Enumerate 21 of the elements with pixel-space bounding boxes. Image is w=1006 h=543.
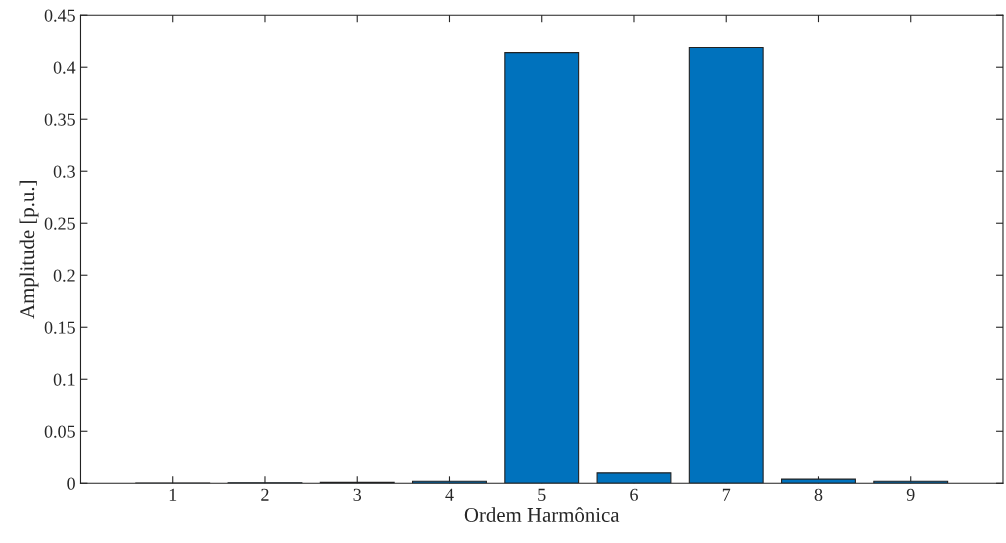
x-axis-title: Ordem Harmônica <box>464 507 620 522</box>
y-tick-label: 0.1 <box>53 373 75 386</box>
x-tick-label: 2 <box>261 488 269 501</box>
y-tick-label: 0.35 <box>44 113 75 126</box>
y-tick-label: 0.3 <box>53 165 75 178</box>
y-axis-title: Amplitude [p.u.] <box>19 181 39 319</box>
x-tick-label: 4 <box>445 488 454 501</box>
y-tick-label: 0.4 <box>53 61 76 74</box>
y-tick-label: 0.45 <box>44 9 75 22</box>
x-tick-label: 6 <box>630 488 638 501</box>
x-tick-label: 1 <box>169 488 177 501</box>
y-tick-label: 0.15 <box>44 321 75 334</box>
x-tick-label: 8 <box>814 488 823 501</box>
y-tick-label: 0.05 <box>44 425 75 438</box>
y-tick-label: 0 <box>67 477 75 490</box>
y-tick-label: 0.25 <box>44 217 75 230</box>
x-tick-label: 9 <box>906 488 915 501</box>
x-tick-label: 7 <box>722 488 731 501</box>
y-tick-label: 0.2 <box>53 269 75 282</box>
x-tick-label: 5 <box>538 488 546 501</box>
x-tick-label: 3 <box>353 488 362 501</box>
